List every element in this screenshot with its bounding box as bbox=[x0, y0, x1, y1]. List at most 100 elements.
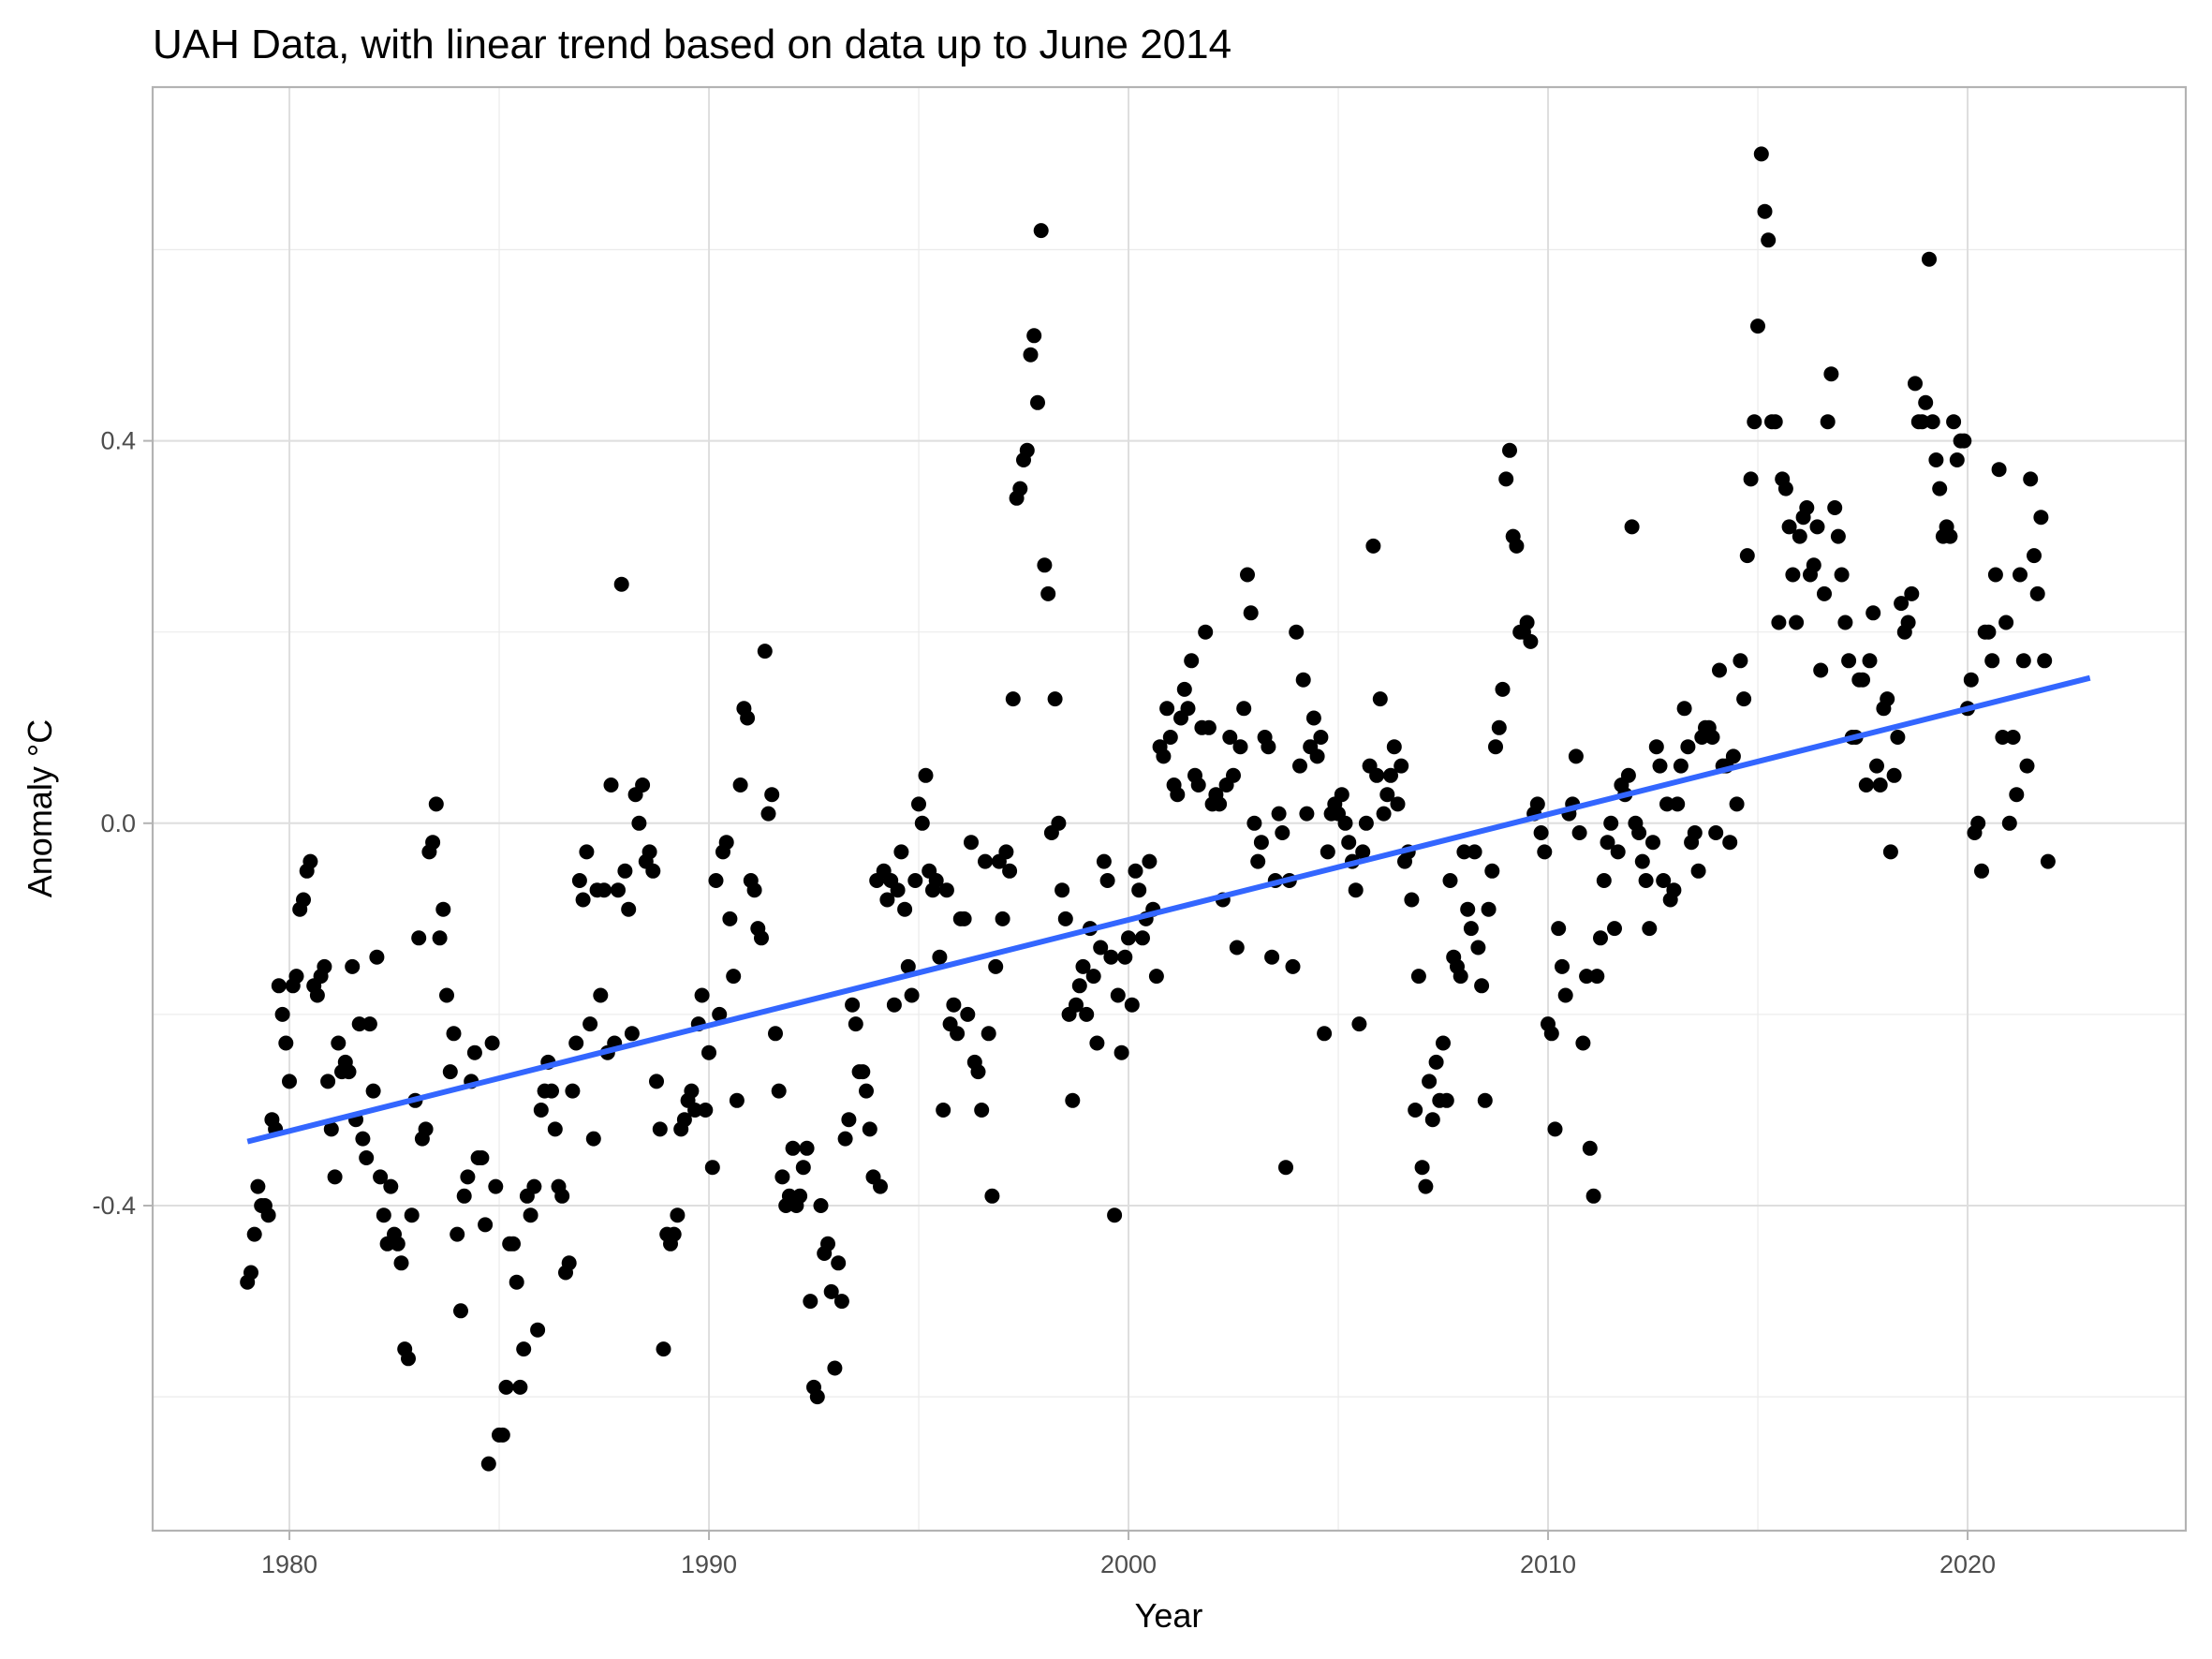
data-point bbox=[970, 1064, 986, 1080]
data-point bbox=[2029, 585, 2045, 601]
data-point bbox=[1502, 442, 1517, 458]
data-point bbox=[593, 987, 609, 1003]
data-point bbox=[1278, 1160, 1293, 1176]
data-point bbox=[1781, 519, 1797, 535]
data-point bbox=[1537, 844, 1553, 860]
data-point bbox=[1438, 1092, 1454, 1108]
data-point bbox=[1568, 748, 1584, 764]
data-point bbox=[1610, 844, 1626, 860]
data-point bbox=[1974, 863, 1989, 879]
y-axis: -0.4 0.0 0.4 bbox=[92, 427, 153, 1220]
data-point bbox=[478, 1217, 494, 1233]
data-point bbox=[1600, 835, 1615, 851]
data-point bbox=[1047, 691, 1063, 707]
data-point bbox=[712, 1006, 728, 1022]
data-point bbox=[729, 1092, 745, 1108]
data-point bbox=[1880, 691, 1895, 707]
data-point bbox=[1991, 462, 2007, 478]
data-point bbox=[1110, 987, 1126, 1003]
data-point bbox=[841, 1112, 857, 1128]
data-point bbox=[1442, 873, 1458, 888]
data-point bbox=[1557, 987, 1573, 1003]
data-point bbox=[516, 1341, 532, 1357]
data-point bbox=[988, 958, 1004, 974]
data-point bbox=[1236, 701, 1252, 717]
data-point bbox=[1624, 519, 1640, 535]
data-point bbox=[641, 844, 657, 860]
data-point bbox=[1743, 471, 1759, 487]
data-point bbox=[435, 901, 451, 917]
data-point bbox=[1855, 672, 1870, 688]
data-point bbox=[897, 901, 913, 917]
data-point bbox=[1757, 203, 1773, 219]
data-point bbox=[873, 1178, 888, 1194]
data-point bbox=[1285, 958, 1301, 974]
data-point bbox=[1904, 585, 1920, 601]
data-point bbox=[1809, 519, 1825, 535]
data-point bbox=[1226, 767, 1241, 783]
data-point bbox=[1551, 921, 1567, 937]
data-point bbox=[288, 969, 304, 985]
data-point bbox=[1394, 758, 1409, 774]
data-point bbox=[1932, 481, 1948, 496]
data-point bbox=[1456, 844, 1472, 860]
data-point bbox=[918, 767, 934, 783]
data-point bbox=[1484, 863, 1500, 879]
data-point bbox=[323, 1121, 339, 1137]
data-point bbox=[1963, 672, 1979, 688]
data-point bbox=[2037, 653, 2053, 669]
data-point bbox=[1243, 605, 1259, 621]
data-point bbox=[666, 1226, 682, 1242]
data-point bbox=[1792, 528, 1807, 544]
data-point bbox=[1998, 615, 2014, 630]
data-point bbox=[1736, 691, 1752, 707]
data-point bbox=[757, 644, 773, 659]
data-point bbox=[494, 1427, 510, 1443]
data-point bbox=[708, 873, 724, 888]
data-point bbox=[1424, 1112, 1440, 1128]
data-point bbox=[246, 1226, 262, 1242]
data-point bbox=[1222, 730, 1238, 745]
data-point bbox=[1460, 901, 1476, 917]
data-point bbox=[799, 1140, 815, 1156]
data-point bbox=[1453, 969, 1468, 985]
data-point bbox=[361, 1016, 377, 1032]
data-point bbox=[1666, 882, 1682, 898]
data-point bbox=[565, 1083, 581, 1099]
data-point bbox=[1785, 567, 1801, 583]
data-point bbox=[1232, 739, 1248, 755]
data-point bbox=[764, 787, 780, 803]
data-point bbox=[317, 958, 332, 974]
data-point bbox=[1159, 701, 1175, 717]
data-point bbox=[1463, 921, 1479, 937]
data-point bbox=[652, 1121, 668, 1137]
data-point bbox=[2027, 548, 2042, 564]
data-point bbox=[1747, 414, 1762, 430]
grid bbox=[153, 87, 2186, 1531]
data-point bbox=[1495, 681, 1511, 697]
data-point bbox=[2015, 653, 2031, 669]
data-point bbox=[698, 1103, 714, 1118]
data-point bbox=[575, 892, 591, 908]
data-point bbox=[597, 882, 612, 898]
data-point bbox=[827, 1360, 843, 1376]
data-point bbox=[1295, 672, 1311, 688]
data-point bbox=[722, 911, 738, 926]
data-point bbox=[439, 987, 454, 1003]
data-point bbox=[1148, 969, 1164, 985]
data-point bbox=[446, 1026, 462, 1042]
data-point bbox=[1107, 1207, 1123, 1223]
data-point bbox=[1190, 778, 1206, 792]
panel-border bbox=[151, 85, 2188, 1533]
data-point bbox=[2040, 853, 2056, 869]
data-point bbox=[1841, 653, 1857, 669]
data-point bbox=[376, 1207, 391, 1223]
y-axis-title: Anomaly °C bbox=[21, 719, 59, 897]
data-points bbox=[240, 146, 2056, 1472]
data-point bbox=[1002, 863, 1018, 879]
data-point bbox=[1135, 930, 1150, 946]
data-point bbox=[1652, 758, 1668, 774]
data-point bbox=[1418, 1178, 1434, 1194]
data-point bbox=[635, 778, 651, 792]
